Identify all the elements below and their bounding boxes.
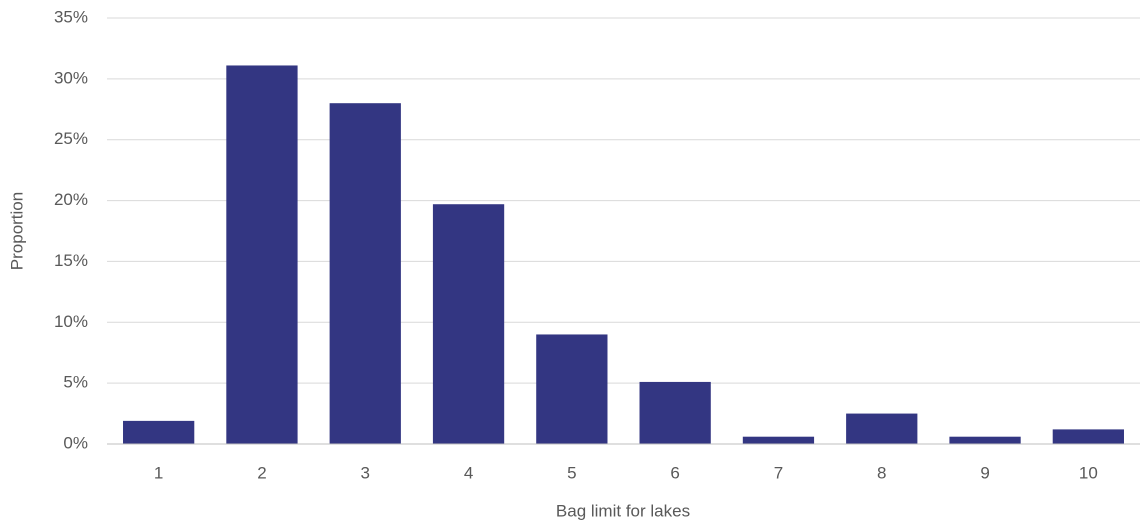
- bar: [123, 420, 195, 444]
- x-tick-label: 9: [980, 463, 989, 482]
- bar: [1052, 429, 1124, 444]
- x-tick-label: 7: [774, 463, 783, 482]
- y-tick-label: 0%: [63, 433, 88, 452]
- y-tick-label: 20%: [54, 190, 88, 209]
- x-tick-label: 4: [464, 463, 473, 482]
- y-tick-label: 35%: [54, 7, 88, 26]
- bar: [846, 413, 918, 444]
- y-tick-label: 10%: [54, 312, 88, 331]
- x-tick-label: 10: [1079, 463, 1098, 482]
- x-tick-label: 3: [361, 463, 370, 482]
- x-tick-label: 1: [154, 463, 163, 482]
- y-tick-label: 5%: [63, 373, 88, 392]
- y-tick-label: 25%: [54, 129, 88, 148]
- bar: [226, 65, 298, 445]
- y-tick-label: 15%: [54, 251, 88, 270]
- x-tick-label: 2: [257, 463, 266, 482]
- x-tick-label: 8: [877, 463, 886, 482]
- bar: [949, 436, 1021, 444]
- y-tick-label: 30%: [54, 68, 88, 87]
- x-tick-label: 6: [670, 463, 679, 482]
- bar: [329, 103, 401, 444]
- bar: [639, 381, 711, 444]
- bar: [536, 334, 608, 444]
- y-axis-title: Proportion: [7, 192, 26, 270]
- bar: [742, 436, 815, 444]
- x-axis-title: Bag limit for lakes: [556, 501, 690, 520]
- bar: [432, 204, 505, 444]
- x-tick-label: 5: [567, 463, 576, 482]
